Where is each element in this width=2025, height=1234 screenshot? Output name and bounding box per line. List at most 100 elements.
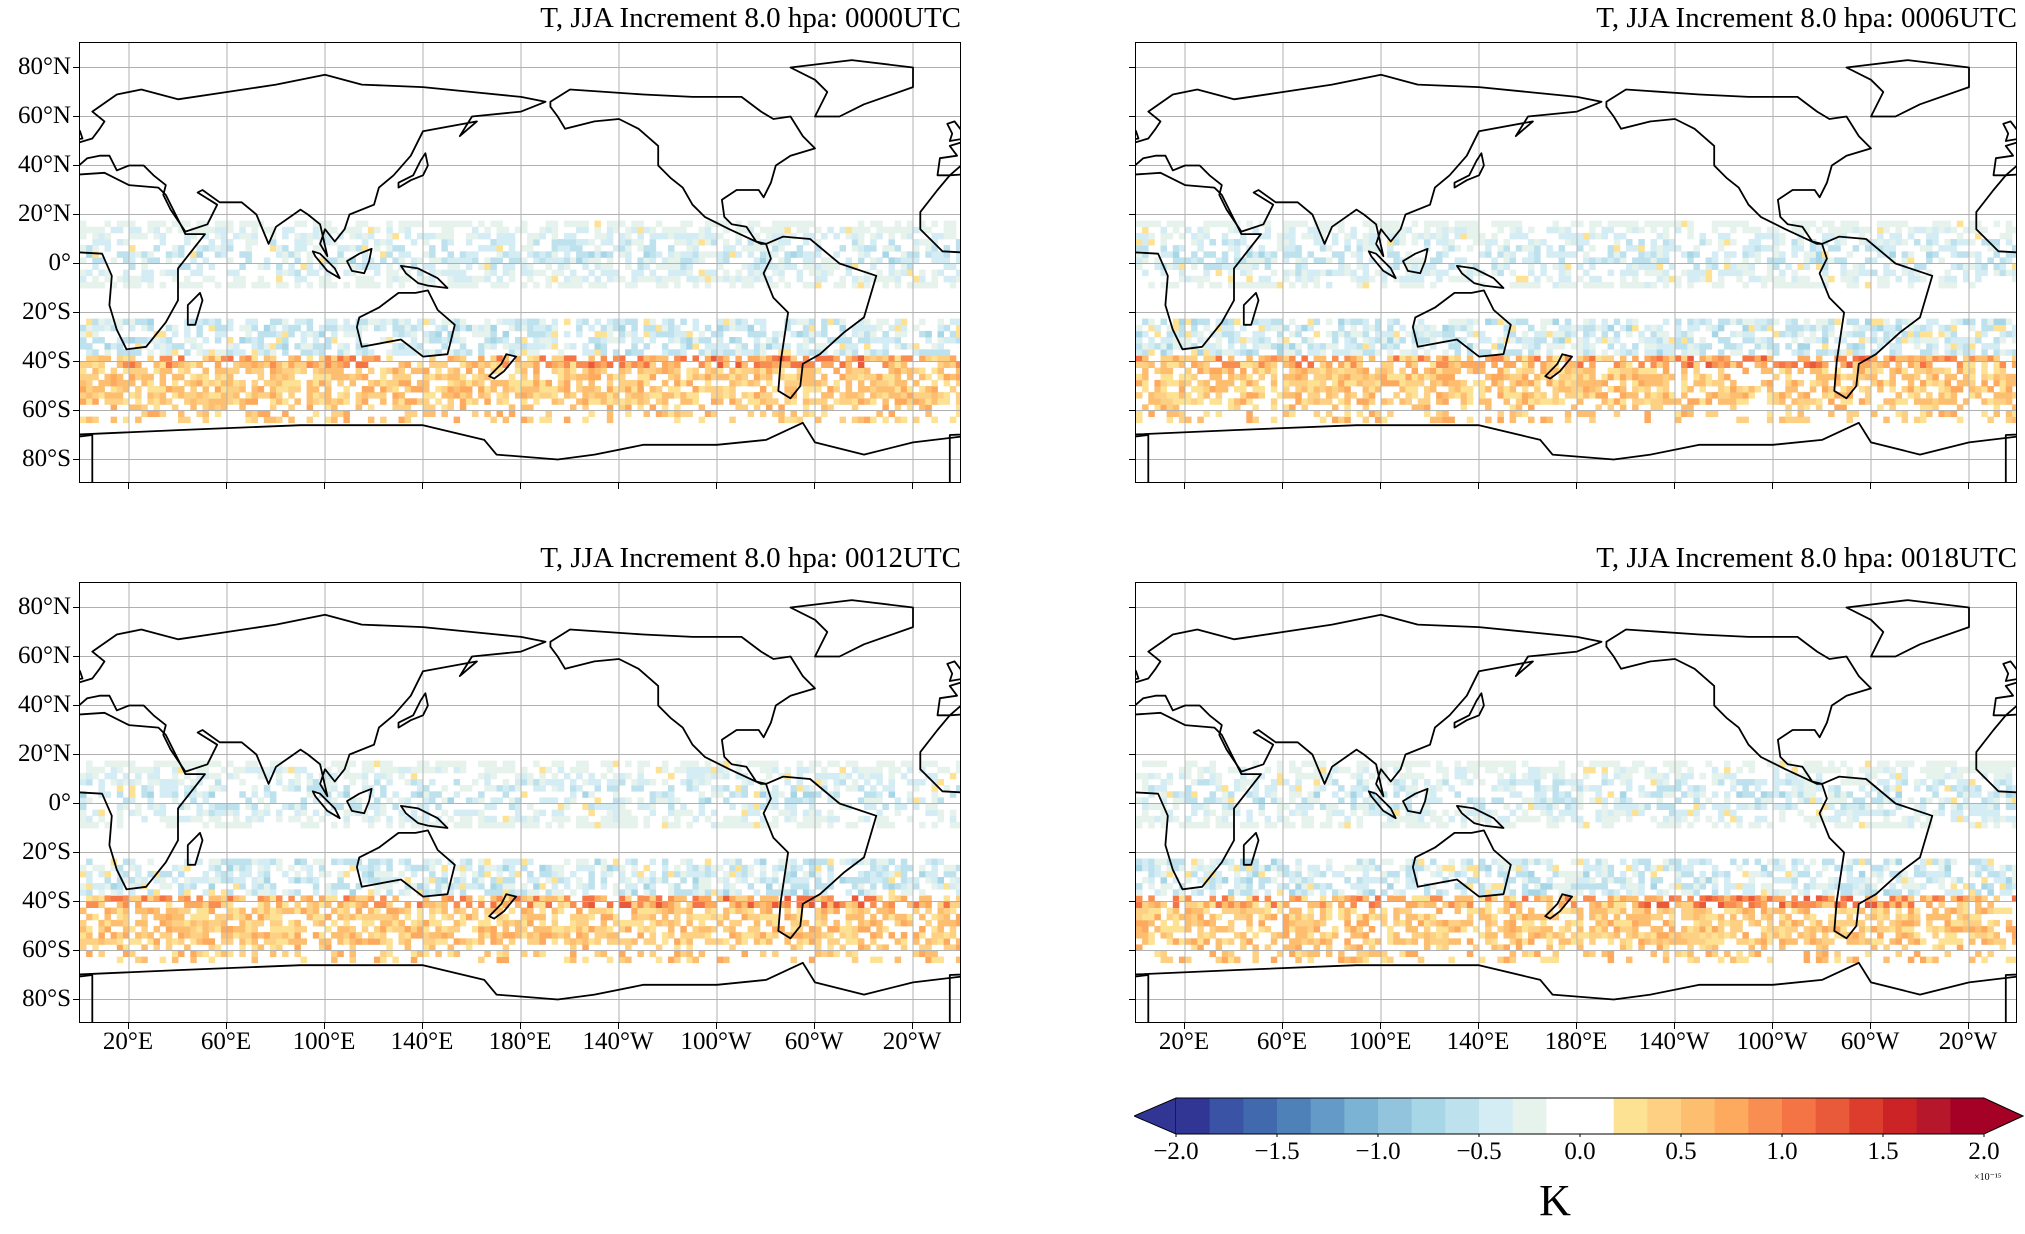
field-cell xyxy=(465,251,473,258)
field-cell xyxy=(913,398,920,405)
field-cell xyxy=(1779,361,1786,368)
field-cell xyxy=(521,398,528,405)
field-cell xyxy=(1754,226,1762,234)
field-cell xyxy=(943,251,951,258)
field-cell xyxy=(802,226,810,234)
field-cell xyxy=(282,367,289,375)
field-cell xyxy=(1993,367,2000,375)
field-cell xyxy=(1883,269,1890,277)
field-cell xyxy=(723,343,730,350)
field-cell xyxy=(1283,275,1290,283)
field-cell xyxy=(870,398,877,405)
field-cell xyxy=(1711,324,1719,332)
field-cell xyxy=(98,361,105,368)
field-cell xyxy=(496,257,503,264)
field-cell xyxy=(1454,367,1461,375)
field-cell xyxy=(1932,343,1939,350)
field-cell xyxy=(527,239,534,246)
field-cell xyxy=(220,232,228,240)
field-cell xyxy=(545,330,552,338)
field-cell xyxy=(404,398,412,405)
field-cell xyxy=(80,257,87,264)
field-cell xyxy=(300,263,307,270)
field-cell xyxy=(661,392,669,399)
field-cell xyxy=(1423,239,1431,246)
field-cell xyxy=(735,343,742,350)
field-cell xyxy=(888,263,895,270)
field-cell xyxy=(686,232,693,240)
coastline-antarctica xyxy=(948,433,960,482)
field-cell xyxy=(594,220,601,228)
field-cell xyxy=(1736,361,1743,368)
field-cell xyxy=(888,386,895,393)
field-cell xyxy=(1356,343,1363,350)
field-cell xyxy=(1203,324,1210,332)
field-cell xyxy=(900,367,908,375)
field-cell xyxy=(196,220,203,228)
field-cell xyxy=(1160,251,1167,258)
field-cell xyxy=(582,367,589,375)
field-cell xyxy=(1362,367,1370,375)
field-cell xyxy=(784,281,791,289)
field-cell xyxy=(251,337,258,344)
field-cell xyxy=(937,361,944,368)
field-cell xyxy=(637,379,644,387)
field-cell xyxy=(539,226,546,234)
field-cell xyxy=(955,379,960,387)
field-cell xyxy=(631,349,638,356)
field-cell xyxy=(1381,361,1388,368)
field-cell xyxy=(894,281,902,289)
field-cell xyxy=(459,398,467,405)
field-cell xyxy=(1681,330,1688,338)
field-cell xyxy=(943,245,951,252)
field-cell xyxy=(251,281,258,289)
field-cell xyxy=(214,367,222,375)
field-cell xyxy=(723,269,730,277)
field-cell xyxy=(1577,232,1584,240)
field-cell xyxy=(1632,281,1639,289)
field-cell xyxy=(1754,343,1762,350)
field-cell xyxy=(208,392,216,399)
field-cell xyxy=(86,269,93,277)
field-cell xyxy=(1583,318,1590,326)
field-cell xyxy=(1417,373,1425,381)
field-cell xyxy=(655,220,663,228)
field-cell xyxy=(1570,239,1578,246)
field-cell xyxy=(502,355,510,362)
field-cell xyxy=(1785,410,1792,417)
field-cell xyxy=(796,275,804,283)
field-cell xyxy=(1411,281,1419,289)
field-cell xyxy=(484,275,491,283)
field-cell xyxy=(527,263,534,270)
field-cell xyxy=(147,281,154,289)
field-cell xyxy=(288,386,295,393)
field-cell xyxy=(1828,318,1835,326)
field-cell xyxy=(1889,232,1896,240)
field-cell xyxy=(1528,324,1535,332)
field-cell xyxy=(1338,226,1345,234)
field-cell xyxy=(1442,239,1449,246)
field-cell xyxy=(502,330,510,338)
field-cell xyxy=(1650,367,1657,375)
field-cell xyxy=(1705,379,1713,387)
field-cell xyxy=(1950,281,1958,289)
field-cell xyxy=(551,245,559,252)
field-cell xyxy=(1381,398,1388,405)
field-cell xyxy=(588,410,595,417)
field-cell xyxy=(257,410,265,417)
field-cell xyxy=(86,245,93,252)
field-cell xyxy=(1987,318,1994,326)
field-cell xyxy=(1883,355,1890,362)
field-cell xyxy=(692,343,699,350)
field-cell xyxy=(1797,324,1804,332)
field-cell xyxy=(1154,330,1161,338)
field-cell xyxy=(1944,355,1951,362)
field-cell xyxy=(1393,257,1400,264)
field-cell xyxy=(1197,367,1204,375)
field-cell xyxy=(1185,226,1192,234)
field-cell xyxy=(2005,410,2013,417)
field-cell xyxy=(318,398,326,405)
field-cell xyxy=(612,398,620,405)
field-cell xyxy=(759,355,767,362)
field-cell xyxy=(821,275,828,283)
